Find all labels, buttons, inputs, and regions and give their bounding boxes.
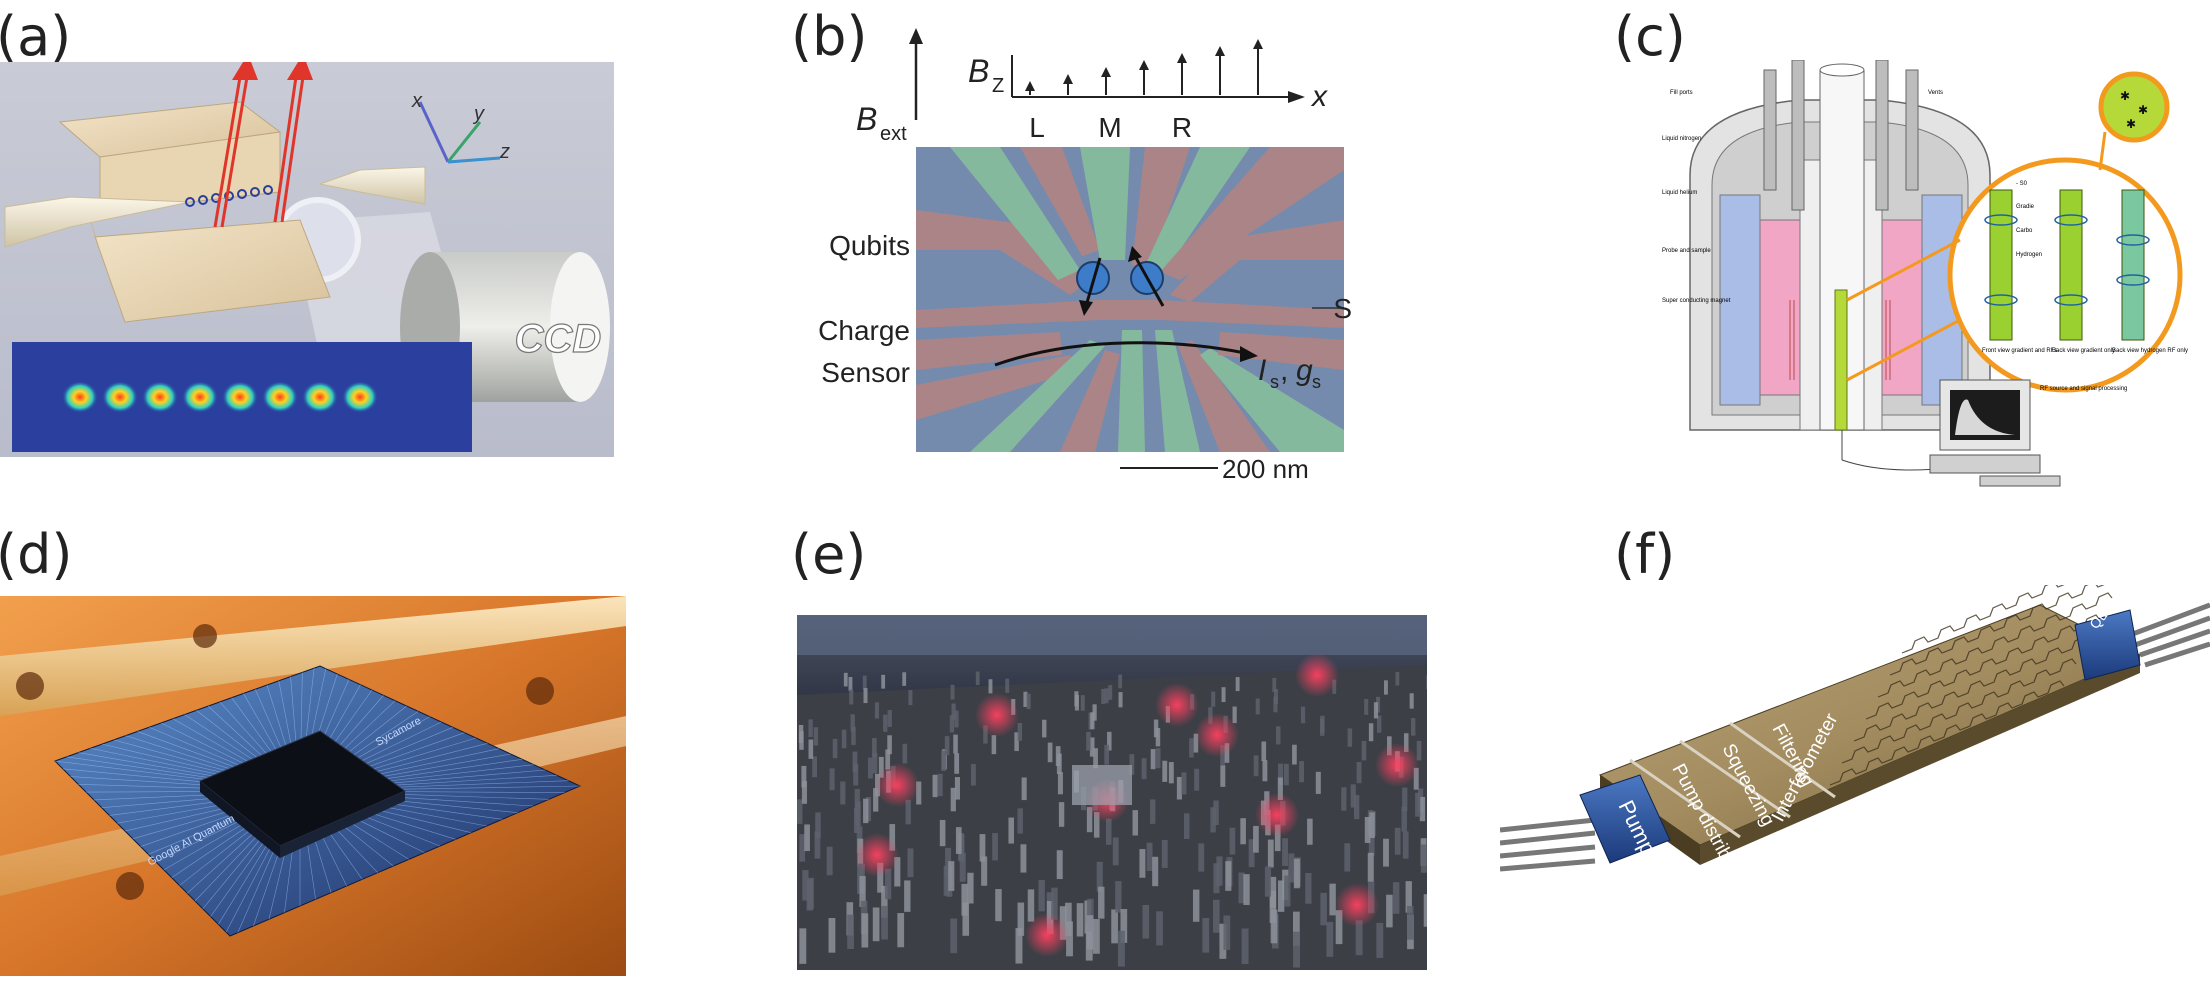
gradient-coils (1984, 189, 2150, 341)
laser-glows (855, 653, 1419, 957)
svg-text:✱: ✱ (2138, 103, 2148, 117)
callout-front-view: Front view gradient and RFs (1982, 348, 2057, 354)
nmr-cryostat-figure: ✱ ✱ ✱ Fill ports Vents Liquid nitrogen Liq… (1660, 60, 2210, 500)
ion-spot (102, 381, 138, 413)
superconducting-chip-photo: Google AI Quantum Sycamore (0, 596, 626, 976)
bz-label: B (968, 53, 989, 89)
ion-spot (222, 381, 258, 413)
conductance-subscript: s (1312, 372, 1321, 392)
coordinate-axes (418, 101, 501, 164)
pump-io-block (1579, 774, 1671, 864)
current-subscript: s (1270, 372, 1279, 392)
callout-magnet: Super conducting magnet (1662, 298, 1731, 304)
ion-fluorescence-image (12, 342, 472, 452)
b-ext-subscript: ext (880, 123, 907, 145)
nmr-cryostat-illustration: ✱✱✱ Fill ports Vents Liquid nitrogen Liq… (1662, 60, 2188, 487)
molecule-callout (2098, 71, 2170, 143)
quantum-dot-illustration: B ext B Z x L M R (818, 28, 1352, 480)
ion-spot (262, 381, 298, 413)
trapped-ions (185, 185, 273, 207)
ion-spot (342, 381, 378, 413)
fiber-bundle-left (1500, 817, 1596, 872)
callout-back-view-gradient: Back view gradient only (2052, 348, 2115, 354)
position-l: L (1029, 112, 1045, 143)
sensor-current-arrow (994, 341, 1246, 367)
x-axis-label: x (1310, 80, 1328, 113)
callout-carbon: Carbo (2016, 228, 2033, 234)
callout-liquid-nitrogen: Liquid nitrogen (1662, 136, 1701, 142)
svg-text:✱: ✱ (2126, 117, 2136, 131)
ion-spot (182, 381, 218, 413)
svg-text:,: , (1280, 354, 1288, 387)
panel-label-d: (d) (0, 523, 73, 586)
ccd-text: CCD (515, 317, 602, 361)
position-r: R (1172, 112, 1192, 143)
callout-hydrogen: Hydrogen (2016, 252, 2042, 258)
bz-gradient-arrows (1025, 39, 1263, 95)
photonic-lab-figure (797, 615, 1427, 970)
callout-s0: - S0 (2016, 181, 2028, 187)
liquid-helium-left (1759, 219, 1801, 396)
superconducting-chip-figure: Google AI Quantum Sycamore (0, 596, 626, 976)
quantum-dot-figure: B ext B Z x L M R (800, 10, 1360, 480)
callout-fill-ports: Fill ports (1670, 90, 1693, 96)
ion-spot (302, 381, 338, 413)
panel-label-b: (b) (791, 5, 868, 68)
callout-rf-source: RF source and signal processing (2040, 386, 2127, 392)
axis-z-label: z (499, 141, 510, 163)
fiber-bundle-right (2129, 602, 2210, 668)
central-apparatus (1072, 765, 1132, 805)
ion-spot (142, 381, 178, 413)
axis-x-label: x (411, 90, 423, 112)
svg-text:✱: ✱ (2120, 89, 2130, 103)
rf-computer (1929, 379, 2061, 487)
superconducting-magnet (1789, 300, 1891, 380)
panel-label-e: (e) (791, 523, 867, 586)
ion-trap-illustration: CCD x y z (0, 62, 614, 457)
ion-trap-figure: CCD x y z (0, 62, 614, 457)
liquid-helium-right (1881, 219, 1923, 396)
qubits-label: Qubits (829, 230, 910, 261)
callout-probe: Probe and sample (1662, 248, 1711, 254)
qubit-spins (1076, 246, 1165, 316)
chip-body (1598, 604, 2142, 846)
probe-and-sample (1834, 289, 1848, 431)
panel-label-f: (f) (1614, 523, 1676, 586)
scale-bar-label: 200 nm (1222, 454, 1309, 480)
optical-posts (797, 671, 1427, 968)
panel-label-a: (a) (0, 5, 72, 68)
position-m: M (1098, 112, 1121, 143)
callout-liquid-helium: Liquid helium (1662, 190, 1697, 196)
bz-subscript: Z (992, 75, 1004, 97)
current-label: I (1258, 354, 1266, 387)
axis-y-label: y (472, 103, 485, 125)
liquid-nitrogen-left (1719, 194, 1761, 406)
quantum-output-block (2074, 609, 2141, 681)
laser-beams (213, 62, 313, 228)
section-dividers (1629, 721, 1836, 839)
conductance-label: g (1296, 354, 1313, 387)
photonic-lab-photo (797, 615, 1427, 970)
molecule-icons: ✱✱✱ (2120, 89, 2148, 131)
callout-vents: Vents (1928, 90, 1943, 96)
waveguide-circuit (1829, 585, 2113, 786)
callout-gradient: Gradie (2016, 204, 2035, 210)
sem-micrograph (916, 147, 1344, 452)
s-label: S (1333, 293, 1352, 324)
panel-label-c: (c) (1614, 5, 1686, 68)
ion-spot (62, 381, 98, 413)
sensor-label: Sensor (821, 357, 910, 388)
callout-back-view-hydrogen: Back view hydrogen RF only (2112, 348, 2188, 354)
b-ext-label: B (856, 101, 877, 137)
photonic-chip-figure: Pump I/O Pump distribution Squeezing Fil… (1500, 585, 2210, 985)
photonic-chip-illustration: Pump I/O Pump distribution Squeezing Fil… (1500, 585, 2210, 900)
charge-label: Charge (818, 315, 910, 346)
